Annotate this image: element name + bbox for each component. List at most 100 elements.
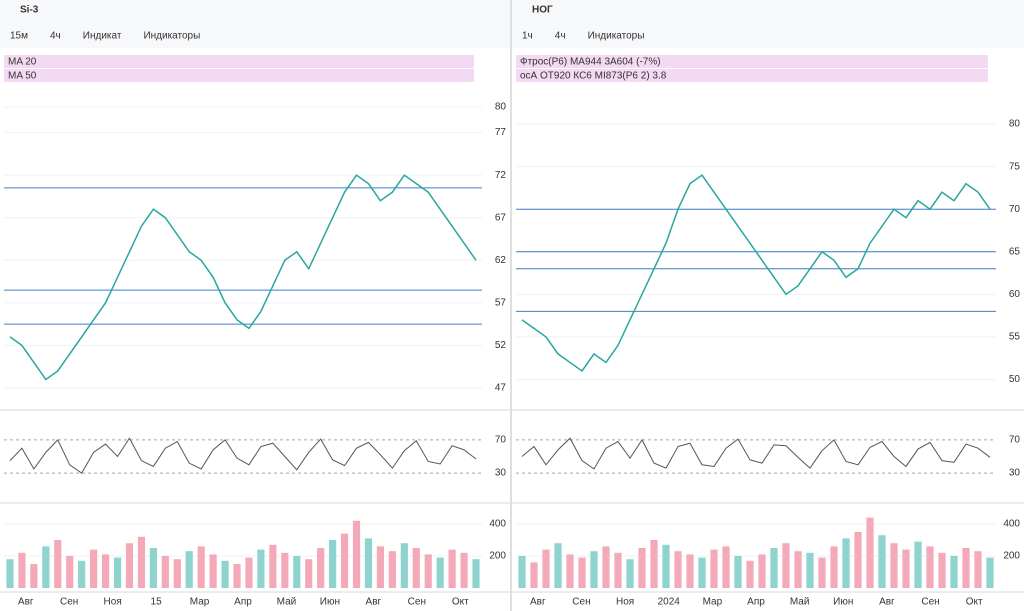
volume-bar — [269, 544, 277, 588]
time-label: Май — [790, 597, 810, 608]
price-label: 65 — [1009, 246, 1021, 257]
volume-bar — [602, 546, 610, 588]
volume-bar — [221, 560, 229, 588]
volume-bar — [388, 551, 396, 588]
price-label: 52 — [495, 340, 507, 351]
volume-bar — [460, 552, 468, 588]
volume-label: 400 — [1003, 519, 1020, 530]
toolbar-button[interactable]: Индикат — [83, 31, 122, 42]
legend-row — [516, 69, 988, 82]
toolbar — [512, 0, 1024, 48]
time-label: Май — [277, 597, 297, 608]
volume-bar — [674, 551, 682, 588]
time-label: 2024 — [658, 597, 681, 608]
time-label: Авг — [530, 597, 546, 608]
oscillator-line — [521, 437, 991, 470]
volume-bar — [542, 549, 550, 588]
volume-bar — [364, 538, 373, 588]
time-label: Окт — [452, 597, 469, 608]
volume-bar — [614, 552, 622, 588]
price-line — [9, 174, 477, 381]
legend-text: MA 50 — [8, 71, 37, 82]
pane-title[interactable]: НОГ — [532, 5, 553, 16]
time-label: Апр — [747, 597, 765, 608]
time-label: Июн — [320, 597, 340, 608]
oscillator-line — [9, 437, 477, 474]
volume-bar — [638, 548, 646, 588]
toolbar-button[interactable]: 4ч — [555, 31, 566, 42]
price-label: 55 — [1009, 332, 1021, 343]
time-label: Ноя — [616, 597, 634, 608]
osc-label: 70 — [495, 435, 507, 446]
legend-row — [4, 69, 474, 82]
volume-label: 200 — [489, 551, 506, 562]
volume-bar — [293, 556, 301, 588]
volume-label: 200 — [1003, 551, 1020, 562]
volume-bar — [400, 543, 408, 588]
volume-bar — [662, 544, 670, 588]
price-line — [521, 174, 991, 372]
volume-bar — [209, 554, 217, 588]
volume-bar — [125, 543, 134, 588]
volume-bar — [758, 554, 766, 588]
volume-bar — [197, 546, 205, 588]
volume-bar — [818, 557, 826, 588]
price-label: 75 — [1009, 161, 1021, 172]
volume-bar — [317, 548, 325, 588]
volume-bar — [926, 546, 934, 588]
volume-bar — [854, 532, 862, 588]
toolbar-button[interactable]: Индикаторы — [588, 31, 645, 42]
volume-bar — [245, 557, 253, 588]
time-label: Апр — [234, 597, 252, 608]
volume-bar — [42, 546, 50, 588]
volume-bar — [161, 556, 169, 588]
volume-bar — [962, 548, 970, 588]
toolbar-button[interactable]: 1ч — [522, 31, 533, 42]
volume-bar — [986, 557, 994, 588]
volume-bar — [18, 552, 26, 588]
legend-row — [516, 55, 988, 68]
volume-bar — [305, 559, 313, 588]
price-label: 70 — [1009, 204, 1021, 215]
legend-row — [4, 55, 474, 68]
volume-bar — [340, 533, 349, 588]
volume-bar — [878, 535, 886, 588]
toolbar-button[interactable]: 4ч — [50, 31, 61, 42]
volume-bar — [806, 552, 814, 588]
osc-label: 30 — [495, 468, 507, 479]
volume-bar — [830, 546, 838, 588]
volume-bar — [472, 559, 480, 588]
volume-bar — [866, 517, 874, 588]
time-label: Мар — [703, 597, 723, 608]
volume-bar — [412, 548, 420, 588]
volume-bar — [890, 543, 898, 588]
legend-text: осА ОТ920 КС6 MI873(P6 2) 3.8 — [520, 71, 667, 82]
volume-bar — [6, 559, 14, 588]
volume-bar — [137, 536, 146, 588]
volume-bar — [734, 556, 742, 588]
volume-bar — [914, 541, 922, 588]
time-label: Сен — [408, 597, 426, 608]
volume-bar — [950, 556, 958, 588]
legend-text: MA 20 — [8, 57, 37, 68]
volume-bar — [173, 559, 181, 588]
volume-bar — [722, 546, 730, 588]
volume-bar — [974, 551, 982, 588]
volume-bar — [281, 552, 289, 588]
price-label: 57 — [495, 297, 507, 308]
time-label: Авг — [18, 597, 34, 608]
osc-label: 70 — [1009, 435, 1021, 446]
price-label: 50 — [1009, 374, 1021, 385]
volume-bar — [566, 554, 574, 588]
volume-bar — [257, 549, 265, 588]
price-label: 80 — [1009, 119, 1021, 130]
price-label: 77 — [495, 127, 507, 138]
time-label: Сен — [921, 597, 939, 608]
pane-title[interactable]: Si-3 — [20, 5, 39, 16]
toolbar-button[interactable]: Индикаторы — [143, 31, 200, 42]
toolbar-button[interactable]: 15м — [10, 31, 28, 42]
price-label: 60 — [1009, 289, 1021, 300]
